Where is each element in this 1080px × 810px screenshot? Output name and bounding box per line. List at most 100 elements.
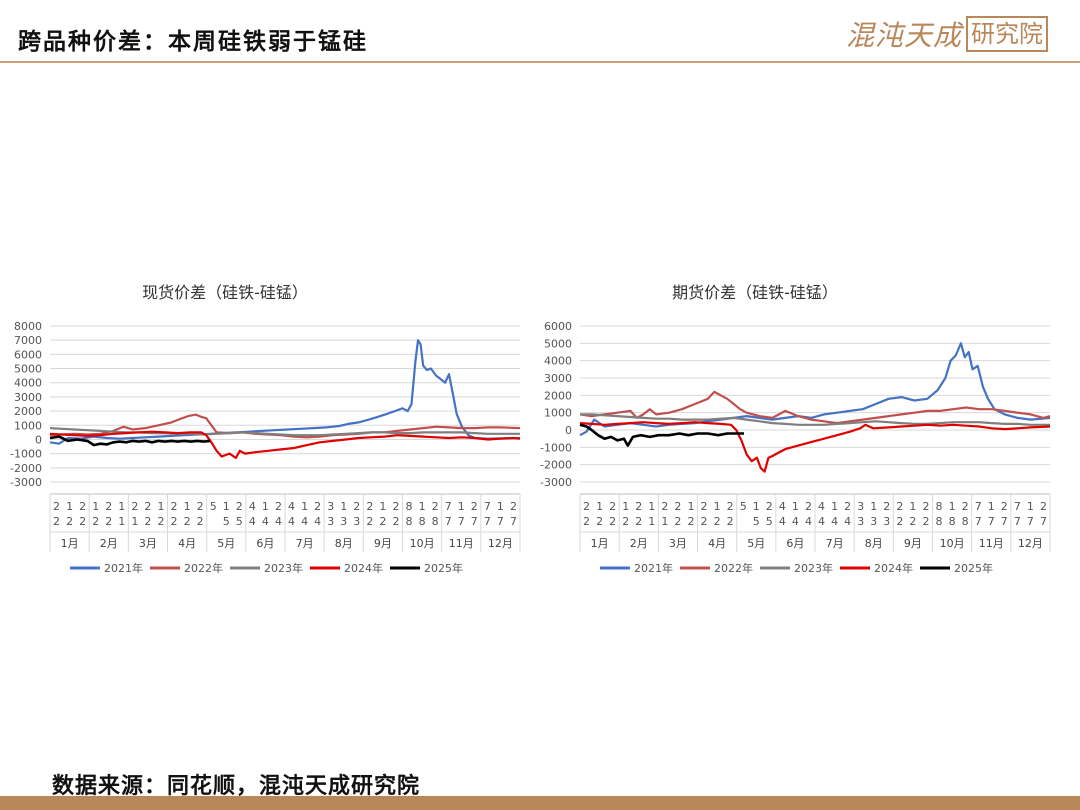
x-tick-label: 1 (223, 500, 230, 513)
x-tick-label: 2 (171, 500, 178, 513)
x-tick-label: 7 (1027, 515, 1034, 528)
x-tick-label: 3 (857, 515, 864, 528)
x-tick-label: 4 (792, 515, 799, 528)
x-tick-label: 2 (909, 515, 916, 528)
y-tick-label: -2000 (10, 462, 42, 475)
x-tick-label: 2 (1040, 500, 1047, 513)
x-tick-label: 2 (53, 515, 60, 528)
x-tick-label: 1 (157, 500, 164, 513)
x-tick-label: 5 (223, 515, 230, 528)
x-tick-label: 1 (988, 500, 995, 513)
x-tick-label: 2 (805, 500, 812, 513)
y-tick-label: 2000 (14, 405, 42, 418)
month-label: 11月 (449, 537, 474, 550)
x-tick-label: 7 (484, 515, 491, 528)
x-tick-label: 2 (157, 515, 164, 528)
x-tick-label: 7 (484, 500, 491, 513)
chart-title: 现货价差（硅铁-硅锰） (142, 283, 308, 302)
month-label: 10月 (940, 537, 965, 550)
x-tick-label: 1 (1027, 500, 1034, 513)
x-tick-label: 5 (766, 515, 773, 528)
legend-label: 2022年 (714, 561, 753, 575)
x-tick-label: 2 (766, 500, 773, 513)
month-label: 3月 (139, 537, 157, 550)
x-tick-label: 4 (844, 515, 851, 528)
x-tick-label: 2 (432, 500, 439, 513)
x-tick-label: 2 (687, 515, 694, 528)
x-tick-label: 7 (445, 500, 452, 513)
x-tick-label: 1 (184, 500, 191, 513)
series-line-2024 (579, 421, 1051, 473)
x-tick-label: 2 (896, 500, 903, 513)
x-tick-label: 2 (701, 500, 708, 513)
x-tick-label: 4 (249, 500, 256, 513)
month-label: 2月 (630, 537, 648, 550)
x-tick-label: 1 (497, 500, 504, 513)
x-tick-label: 7 (497, 515, 504, 528)
x-tick-label: 2 (366, 515, 373, 528)
x-tick-label: 2 (661, 500, 668, 513)
x-tick-label: 4 (262, 515, 269, 528)
x-tick-label: 2 (79, 515, 86, 528)
x-tick-label: 8 (419, 515, 426, 528)
x-tick-label: 8 (936, 500, 943, 513)
month-label: 10月 (410, 537, 435, 550)
x-tick-label: 1 (648, 515, 655, 528)
header: 跨品种价差：本周硅铁弱于锰硅 混沌天成 研究院 (0, 0, 1080, 63)
x-tick-label: 8 (962, 515, 969, 528)
y-tick-label: 6000 (544, 320, 572, 333)
x-tick-label: 4 (779, 515, 786, 528)
x-tick-label: 8 (936, 515, 943, 528)
x-tick-label: 1 (949, 500, 956, 513)
x-tick-label: 2 (236, 500, 243, 513)
y-tick-label: -3000 (540, 476, 572, 489)
x-tick-label: 2 (510, 500, 517, 513)
x-tick-label: 2 (674, 515, 681, 528)
month-label: 5月 (217, 537, 235, 550)
month-label: 6月 (256, 537, 274, 550)
x-tick-label: 2 (184, 515, 191, 528)
y-tick-label: 5000 (544, 337, 572, 350)
x-tick-label: 1 (831, 500, 838, 513)
month-label: 3月 (669, 537, 687, 550)
x-tick-label: 2 (53, 500, 60, 513)
legend-label: 2022年 (184, 561, 223, 575)
series-line-2021 (49, 339, 521, 445)
x-tick-label: 2 (197, 515, 204, 528)
x-tick-label: 2 (583, 515, 590, 528)
x-tick-label: 8 (406, 500, 413, 513)
x-tick-label: 2 (896, 515, 903, 528)
month-label: 11月 (979, 537, 1004, 550)
x-tick-label: 2 (701, 515, 708, 528)
x-tick-label: 2 (727, 500, 734, 513)
y-tick-label: -1000 (540, 441, 572, 454)
x-tick-label: 2 (66, 515, 73, 528)
spot-spread-chart-svg: 现货价差（硅铁-硅锰）-3000-2000-100001000200030004… (10, 283, 521, 575)
x-tick-label: 2 (275, 500, 282, 513)
month-label: 5月 (747, 537, 765, 550)
legend-label: 2024年 (344, 561, 383, 575)
month-label: 7月 (296, 537, 314, 550)
x-tick-label: 8 (406, 515, 413, 528)
x-tick-label: 3 (340, 515, 347, 528)
y-tick-label: 1000 (14, 419, 42, 432)
x-tick-label: 4 (818, 515, 825, 528)
x-tick-label: 7 (1040, 515, 1047, 528)
month-label: 7月 (826, 537, 844, 550)
x-tick-label: 1 (419, 500, 426, 513)
series-line-2021 (579, 342, 1051, 437)
x-tick-label: 2 (471, 500, 478, 513)
x-tick-label: 5 (236, 515, 243, 528)
legend-label: 2023年 (794, 561, 833, 575)
month-label: 1月 (61, 537, 79, 550)
x-tick-label: 7 (1001, 515, 1008, 528)
x-tick-label: 1 (661, 515, 668, 528)
x-tick-label: 4 (288, 500, 295, 513)
x-tick-label: 4 (275, 515, 282, 528)
x-tick-label: 1 (340, 500, 347, 513)
x-tick-label: 2 (962, 500, 969, 513)
x-tick-label: 1 (792, 500, 799, 513)
x-tick-label: 4 (288, 515, 295, 528)
month-label: 9月 (374, 537, 392, 550)
x-tick-label: 1 (622, 500, 629, 513)
